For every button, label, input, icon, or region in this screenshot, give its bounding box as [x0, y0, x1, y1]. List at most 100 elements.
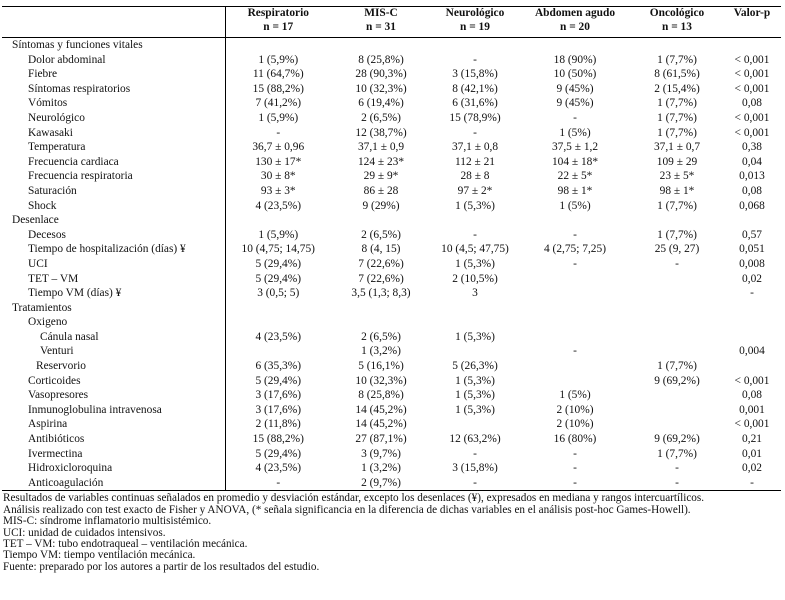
cell: 5 (26,3%) — [452, 360, 498, 373]
cell: - — [573, 447, 577, 460]
cell: 0,013 — [739, 170, 765, 183]
header-row: Respiratorio n = 17 MIS-C n = 31 Neurológi… — [2, 6, 781, 38]
cell: - — [225, 475, 331, 492]
row-label: TET – VM — [2, 271, 226, 287]
cell: 7 (22,6%) — [358, 257, 404, 270]
cell: 36,7 ± 0,96 — [252, 141, 305, 154]
cell: 1 (3,2%) — [361, 462, 401, 475]
row-label: Tiempo VM (días) ¥ — [2, 286, 226, 301]
cell: - — [573, 111, 577, 124]
cell: 9 (69,2%) — [654, 433, 700, 446]
cell: 98 ± 1* — [659, 184, 695, 197]
cell: < 0,001 — [734, 126, 770, 139]
cell: - — [519, 475, 631, 492]
cell: < 0,001 — [734, 418, 770, 431]
row-label: Kawasaki — [2, 125, 226, 141]
cell: 14 (45,2%) — [355, 418, 407, 431]
cell: 8 (42,1%) — [452, 82, 498, 95]
cell: 1 (5,9%) — [258, 228, 299, 241]
cell: 3,5 (1,3; 8,3) — [351, 287, 411, 300]
cell: 10 (32,3%) — [355, 82, 407, 95]
cell: 8 (61,5%) — [654, 68, 700, 81]
cell: - — [431, 475, 519, 492]
table-row: Aspirina 2 (11,8%) 14 (45,2%) 2 (10%) < 0,00… — [2, 417, 781, 433]
cell: 124 ± 23* — [357, 155, 405, 168]
table-row: Neurológico 1 (5,9%) 2 (6,5%) 15 (78,9%) - 1 … — [2, 110, 781, 126]
cell: 2 (10%) — [556, 403, 594, 416]
cell: - — [573, 228, 577, 241]
table-row: Frecuencia respiratoria 30 ± 8* 29 ± 9* 28 … — [2, 169, 781, 184]
cell: 1 (7,7%) — [657, 126, 697, 139]
cell: 9 (29%) — [362, 199, 400, 212]
cell: 28 ± 8 — [460, 170, 490, 183]
cell: 2 (11,8%) — [255, 418, 301, 431]
header-abdomen: Abdomen agudo n = 20 — [519, 6, 631, 38]
cell: 0,21 — [742, 433, 762, 446]
cell: 1 (7,7%) — [657, 111, 697, 124]
table-row: Anticoagulación -2 (9,7%) - - - - — [2, 475, 781, 492]
cell: 37,1 ± 0,7 — [653, 141, 701, 154]
cell: 37,1 ± 0,9 — [357, 141, 405, 154]
cell: 1 (7,7%) — [657, 97, 697, 110]
cell: 2 (6,5%) — [361, 228, 401, 241]
cell: 1 (5,3%) — [455, 389, 495, 402]
cell: 5 (29,4%) — [255, 447, 302, 460]
cell — [631, 344, 723, 359]
cell: 5 (29,4%) — [255, 272, 302, 285]
table-row: Dolor abdominal 1 (5,9%) 8 (25,8%) - 18 (90%… — [2, 52, 781, 68]
row-label: Vómitos — [2, 96, 226, 111]
cell: 9 (45%) — [556, 82, 594, 95]
header-n: n = 17 — [263, 20, 294, 33]
header-name: Abdomen agudo — [534, 7, 616, 19]
cell: 0,38 — [742, 141, 762, 154]
cell: 0,008 — [739, 257, 765, 270]
cell: 3 (15,8%) — [452, 462, 498, 475]
cell: - — [631, 475, 723, 492]
row-label: Corticoides — [2, 373, 226, 389]
table-footnotes: Resultados de variables continuas señala… — [2, 492, 783, 573]
cell — [631, 286, 723, 301]
row-label: Dolor abdominal — [2, 52, 226, 68]
cell: 15 (78,9%) — [449, 111, 501, 124]
row-label: Fiebre — [2, 67, 226, 82]
header-neurologico: Neurológico n = 19 — [431, 6, 519, 38]
cell: 1 (5%) — [559, 199, 591, 212]
header-name: Respiratorio — [247, 7, 309, 19]
cell — [631, 388, 723, 403]
cell: 1 (5%) — [559, 389, 591, 402]
cell: - — [473, 53, 477, 66]
cell: 5 (16,1%) — [358, 360, 404, 373]
cell: 3 (17,6%) — [255, 389, 302, 402]
row-label: Neurológico — [2, 110, 226, 126]
section-label: Tratamientos — [2, 300, 226, 316]
cell — [431, 344, 519, 359]
cell: 0,01 — [742, 447, 762, 460]
cell: 1 (5%) — [559, 126, 591, 139]
row-label: Vasopresores — [2, 388, 226, 403]
cell: 1 (5,3%) — [455, 403, 495, 416]
cell: 29 ± 9* — [363, 170, 399, 183]
header-name: Valor-p — [733, 7, 771, 19]
cell: < 0,001 — [734, 68, 770, 81]
cell: 1 (5,3%) — [455, 330, 495, 343]
header-name: Oncológico — [649, 7, 705, 19]
cell: 7 (22,6%) — [358, 272, 404, 285]
cell: - — [573, 462, 577, 475]
cell — [631, 403, 723, 418]
cell: - — [573, 345, 577, 358]
cell: 2 (10%) — [556, 418, 594, 431]
row-label: Tiempo de hospitalización (días) ¥ — [2, 242, 226, 257]
row-label: Anticoagulación — [2, 475, 226, 492]
footnote: Resultados de variables continuas señala… — [3, 492, 705, 505]
cell: 37,5 ± 1,2 — [551, 141, 599, 154]
row-label: Cánula nasal — [2, 329, 226, 345]
header-blank — [2, 6, 226, 38]
table-row: Ivermectina 5 (29,4%) 3 (9,7%) - - 1 (7,7%) 0,… — [2, 446, 781, 462]
table-row: Vómitos 7 (41,2%) 6 (19,4%) 6 (31,6%) 9 (45%… — [2, 96, 781, 111]
cell: 23 ± 5* — [659, 170, 695, 183]
table-row: Decesos 1 (5,9%) 2 (6,5%) - - 1 (7,7%) 0,57 — [2, 227, 781, 243]
header-n: n = 20 — [560, 20, 590, 33]
cell: 9 (45%) — [556, 97, 594, 110]
row-label: UCI — [2, 256, 226, 272]
table-row: Reservorio 6 (35,3%) 5 (16,1%) 5 (26,3%) 1 (… — [2, 359, 781, 374]
